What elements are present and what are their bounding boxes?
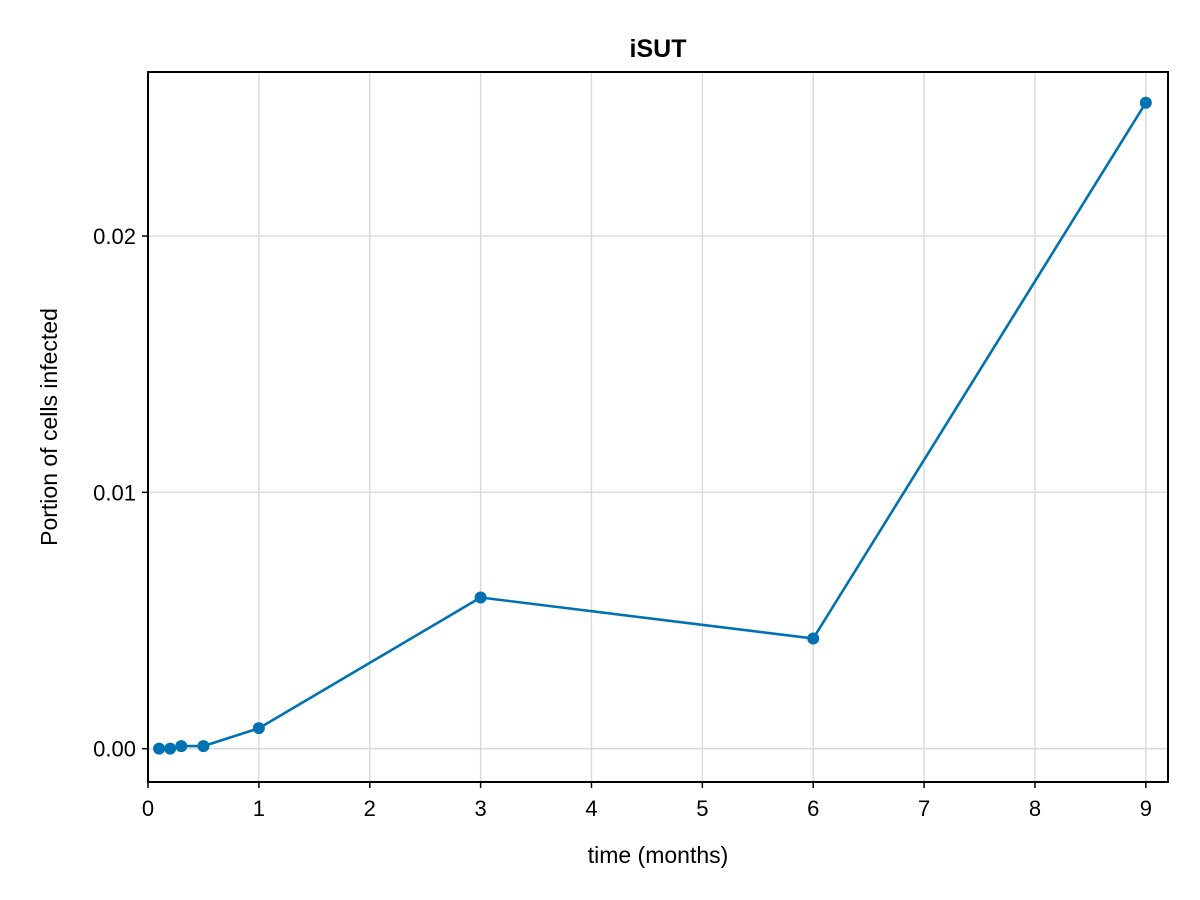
axis-ticks: 0 1 2 3 4 5 6 7 8 9 0.00 0.01 0.02: [93, 224, 1152, 821]
x-tick-label: 3: [474, 796, 486, 821]
data-point: [175, 740, 188, 753]
grid-lines: [147, 72, 1168, 782]
data-point: [197, 740, 210, 753]
x-tick-label: 5: [696, 796, 708, 821]
x-tick-label: 1: [253, 796, 265, 821]
x-tick-label: 6: [807, 796, 819, 821]
y-tick-label: 0.00: [93, 737, 136, 762]
x-tick-label: 0: [142, 796, 154, 821]
plot-frame: [147, 71, 1169, 783]
y-tick-label: 0.02: [93, 224, 136, 249]
y-tick-label: 0.01: [93, 480, 136, 505]
x-tick-label: 7: [918, 796, 930, 821]
chart-title: iSUT: [630, 35, 687, 63]
data-point: [164, 742, 177, 755]
data-point: [153, 742, 166, 755]
x-tick-label: 4: [585, 796, 597, 821]
data-point: [252, 722, 265, 735]
x-axis-label: time (months): [588, 842, 729, 868]
x-tick-label: 2: [364, 796, 376, 821]
series-layer: [153, 96, 1152, 755]
data-point: [1139, 96, 1152, 109]
y-axis-label: Portion of cells infected: [36, 308, 62, 546]
x-tick-label: 8: [1029, 796, 1041, 821]
data-point: [474, 591, 487, 604]
x-tick-label: 9: [1140, 796, 1152, 821]
data-point: [807, 632, 820, 645]
